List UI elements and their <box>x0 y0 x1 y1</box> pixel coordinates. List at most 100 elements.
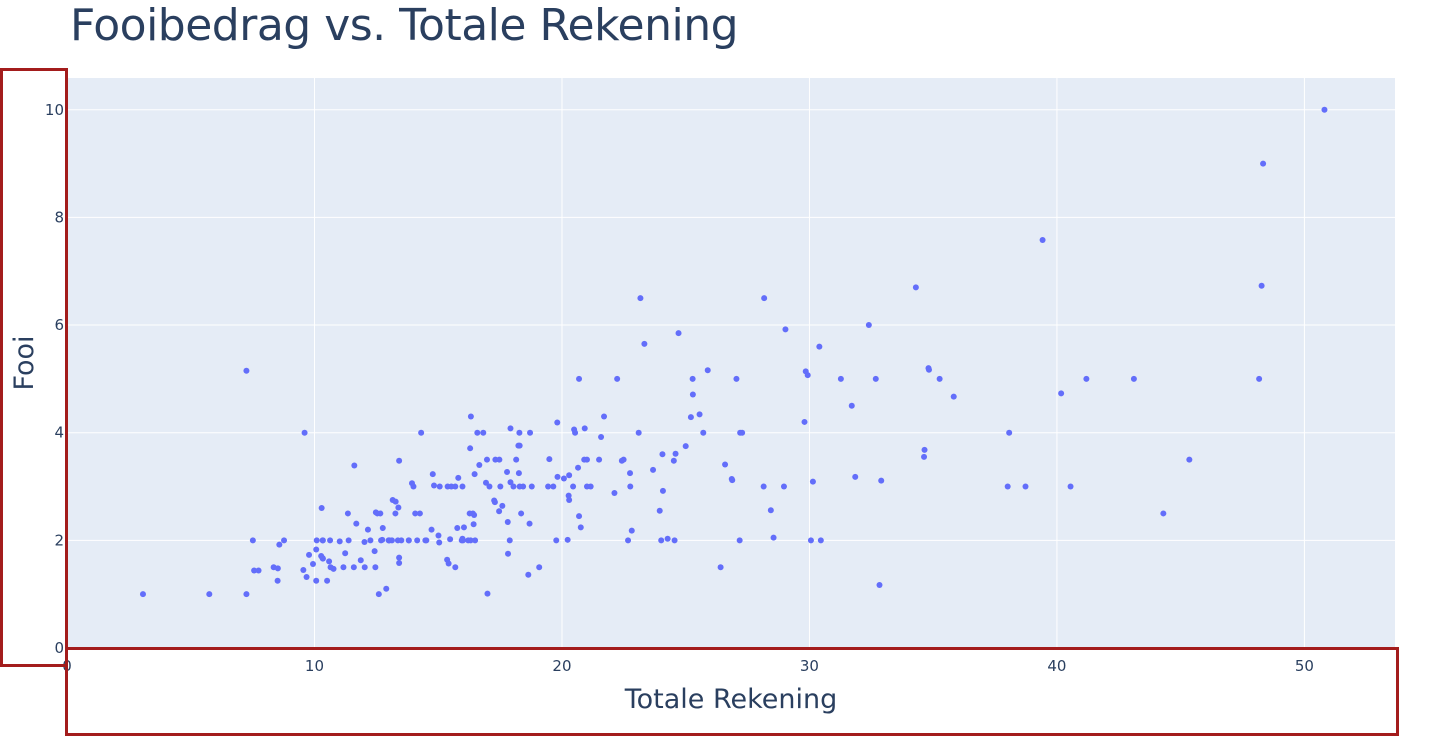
data-point[interactable] <box>560 475 567 482</box>
data-point[interactable] <box>848 402 855 409</box>
data-point[interactable] <box>465 537 472 544</box>
data-point[interactable] <box>1004 483 1011 490</box>
data-point[interactable] <box>564 536 571 543</box>
data-point[interactable] <box>717 564 724 571</box>
data-point[interactable] <box>921 453 928 460</box>
data-point[interactable] <box>601 413 608 420</box>
data-point[interactable] <box>319 537 326 544</box>
data-point[interactable] <box>340 564 347 571</box>
data-point[interactable] <box>385 537 392 544</box>
data-point[interactable] <box>504 468 511 475</box>
data-point[interactable] <box>361 564 368 571</box>
data-point[interactable] <box>499 502 506 509</box>
data-point[interactable] <box>696 411 703 418</box>
data-point[interactable] <box>554 473 561 480</box>
data-point[interactable] <box>687 414 694 421</box>
data-point[interactable] <box>482 479 489 486</box>
data-point[interactable] <box>837 375 844 382</box>
data-point[interactable] <box>139 591 146 598</box>
data-point[interactable] <box>416 510 423 517</box>
data-point[interactable] <box>760 483 767 490</box>
data-point[interactable] <box>510 483 517 490</box>
data-point[interactable] <box>484 590 491 597</box>
data-point[interactable] <box>664 535 671 542</box>
data-point[interactable] <box>350 564 357 571</box>
data-point[interactable] <box>364 526 371 533</box>
data-point[interactable] <box>507 425 514 432</box>
data-point[interactable] <box>614 375 621 382</box>
data-point[interactable] <box>566 472 573 479</box>
data-point[interactable] <box>1058 390 1065 397</box>
data-point[interactable] <box>476 461 483 468</box>
data-point[interactable] <box>361 538 368 545</box>
data-point[interactable] <box>572 429 579 436</box>
data-point[interactable] <box>518 510 525 517</box>
data-point[interactable] <box>313 537 320 544</box>
data-point[interactable] <box>656 507 663 514</box>
data-point[interactable] <box>611 489 618 496</box>
data-point[interactable] <box>414 537 421 544</box>
data-point[interactable] <box>739 429 746 436</box>
data-point[interactable] <box>398 537 405 544</box>
data-point[interactable] <box>306 551 313 558</box>
data-point[interactable] <box>700 429 707 436</box>
data-point[interactable] <box>486 483 493 490</box>
data-point[interactable] <box>722 461 729 468</box>
data-point[interactable] <box>472 537 479 544</box>
data-point[interactable] <box>576 513 583 520</box>
data-point[interactable] <box>921 446 928 453</box>
data-point[interactable] <box>577 524 584 531</box>
data-point[interactable] <box>353 520 360 527</box>
data-point[interactable] <box>627 470 634 477</box>
data-point[interactable] <box>474 429 481 436</box>
data-point[interactable] <box>452 564 459 571</box>
data-point[interactable] <box>206 591 213 598</box>
data-point[interactable] <box>767 507 774 514</box>
data-point[interactable] <box>689 375 696 382</box>
data-point[interactable] <box>736 537 743 544</box>
data-point[interactable] <box>357 557 364 564</box>
data-point[interactable] <box>1022 483 1029 490</box>
data-point[interactable] <box>274 577 281 584</box>
data-point[interactable] <box>422 537 429 544</box>
data-point[interactable] <box>528 483 535 490</box>
data-point[interactable] <box>392 510 399 517</box>
data-point[interactable] <box>704 367 711 374</box>
data-point[interactable] <box>345 537 352 544</box>
data-point[interactable] <box>435 532 442 539</box>
data-point[interactable] <box>526 520 533 527</box>
data-point[interactable] <box>912 284 919 291</box>
data-point[interactable] <box>319 555 326 562</box>
data-point[interactable] <box>379 536 386 543</box>
data-point[interactable] <box>336 538 343 545</box>
data-point[interactable] <box>371 548 378 555</box>
data-point[interactable] <box>1130 375 1137 382</box>
data-point[interactable] <box>513 456 520 463</box>
data-point[interactable] <box>689 391 696 398</box>
data-point[interactable] <box>925 366 932 373</box>
data-point[interactable] <box>303 573 310 580</box>
data-point[interactable] <box>396 559 403 566</box>
data-point[interactable] <box>377 510 384 517</box>
data-point[interactable] <box>1260 160 1267 167</box>
data-point[interactable] <box>344 510 351 517</box>
data-point[interactable] <box>671 537 678 544</box>
data-point[interactable] <box>444 556 451 563</box>
data-point[interactable] <box>659 487 666 494</box>
data-point[interactable] <box>682 443 689 450</box>
data-point[interactable] <box>1256 375 1263 382</box>
data-point[interactable] <box>816 343 823 350</box>
data-point[interactable] <box>459 537 466 544</box>
data-point[interactable] <box>618 457 625 464</box>
data-point[interactable] <box>496 508 503 515</box>
data-point[interactable] <box>733 375 740 382</box>
data-point[interactable] <box>436 483 443 490</box>
data-point[interactable] <box>243 367 250 374</box>
data-point[interactable] <box>428 526 435 533</box>
data-point[interactable] <box>817 537 824 544</box>
data-point[interactable] <box>405 537 412 544</box>
data-point[interactable] <box>507 479 514 486</box>
data-point[interactable] <box>1321 106 1328 113</box>
data-point[interactable] <box>270 564 277 571</box>
